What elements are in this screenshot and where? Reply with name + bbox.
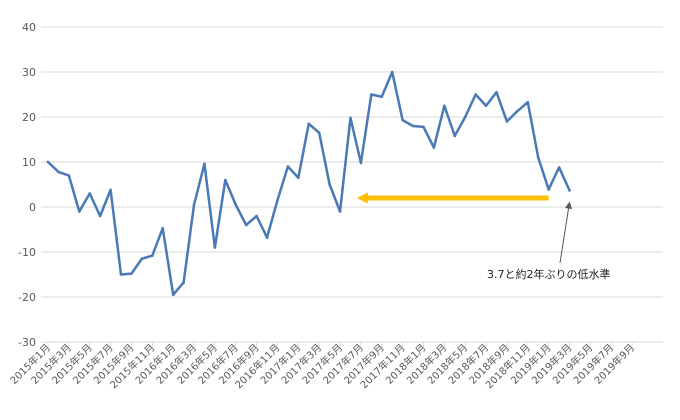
data-point <box>77 210 81 213</box>
annotation: 3.7と約2年ぶりの低水準 <box>487 201 611 281</box>
series-line <box>46 70 571 296</box>
data-point <box>98 214 102 218</box>
y-tick-label: -30 <box>18 336 36 349</box>
data-point <box>182 281 185 284</box>
series-points <box>46 70 571 297</box>
data-point <box>151 254 154 257</box>
y-tick-label: -10 <box>18 246 36 259</box>
data-point <box>390 70 394 74</box>
highlight-arrow-head <box>356 192 368 204</box>
data-point <box>328 183 331 186</box>
data-point <box>130 272 133 275</box>
data-point <box>234 203 238 207</box>
data-point <box>380 95 384 99</box>
data-point <box>516 109 519 113</box>
data-point <box>338 210 342 213</box>
data-point <box>526 100 530 104</box>
x-axis-ticks: 2015年1月2015年3月2015年5月2015年7月2015年9月2015年… <box>7 341 637 391</box>
y-tick-label: 10 <box>22 156 36 169</box>
data-point <box>297 176 300 180</box>
data-point <box>349 116 352 120</box>
data-point <box>547 188 550 191</box>
data-point <box>119 273 123 276</box>
vertical-gridlines <box>47 342 633 347</box>
data-point <box>453 134 457 138</box>
data-point <box>161 226 165 230</box>
data-point <box>484 104 488 108</box>
data-point <box>536 156 540 159</box>
data-point <box>203 162 206 166</box>
data-point <box>307 122 311 126</box>
data-point <box>213 246 217 249</box>
data-point <box>359 161 363 165</box>
data-point <box>88 192 92 195</box>
data-point <box>109 188 112 192</box>
data-point <box>317 131 321 135</box>
data-point <box>557 166 561 169</box>
data-point <box>192 203 196 207</box>
y-tick-label: -20 <box>18 291 36 304</box>
data-point <box>432 146 436 149</box>
data-point <box>67 174 71 177</box>
data-point <box>495 90 498 94</box>
y-tick-label: 0 <box>29 201 36 214</box>
data-point <box>171 293 175 297</box>
data-point <box>568 189 571 192</box>
data-point <box>443 104 446 108</box>
data-point <box>505 120 509 123</box>
y-axis-ticks: 40 30 20 10 0 -10 -20 -30 <box>18 21 36 349</box>
gridlines <box>41 26 663 343</box>
data-point <box>244 223 248 227</box>
y-tick-label: 40 <box>22 21 36 34</box>
annotation-arrow <box>559 201 572 264</box>
data-point <box>276 198 279 202</box>
data-point <box>411 124 415 128</box>
data-point <box>401 118 404 122</box>
data-point <box>422 125 425 129</box>
data-point <box>370 93 373 96</box>
data-point <box>140 257 144 261</box>
data-point <box>474 93 477 96</box>
data-point <box>57 170 60 174</box>
data-point <box>265 236 269 239</box>
data-point <box>255 214 258 218</box>
data-point <box>463 115 467 119</box>
y-tick-label: 20 <box>22 111 36 124</box>
data-point <box>46 160 50 164</box>
highlight-arrow <box>356 192 549 204</box>
data-point <box>224 178 227 182</box>
annotation-label: 3.7と約2年ぶりの低水準 <box>487 267 611 281</box>
y-tick-label: 30 <box>22 66 36 79</box>
data-point <box>286 165 290 168</box>
